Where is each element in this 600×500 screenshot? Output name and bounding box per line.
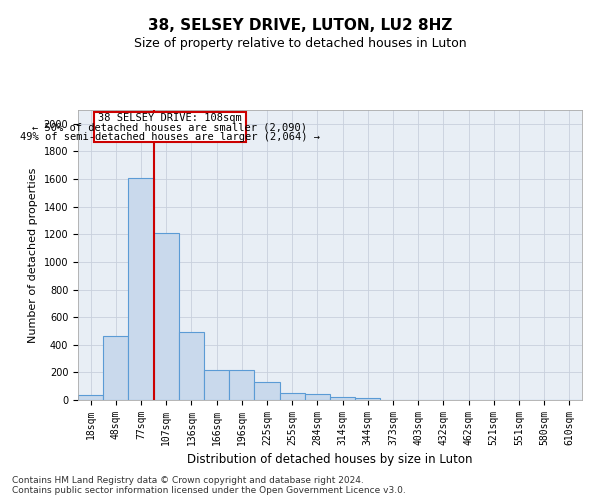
Text: Size of property relative to detached houses in Luton: Size of property relative to detached ho…: [134, 38, 466, 51]
Text: 49% of semi-detached houses are larger (2,064) →: 49% of semi-detached houses are larger (…: [20, 132, 320, 142]
Bar: [330, 396, 355, 400]
Bar: [154, 233, 179, 400]
Bar: [229, 370, 254, 400]
Bar: [355, 398, 380, 400]
Y-axis label: Number of detached properties: Number of detached properties: [28, 168, 38, 342]
Bar: [280, 393, 305, 400]
Bar: [204, 370, 229, 400]
Bar: [179, 332, 204, 400]
Text: Contains HM Land Registry data © Crown copyright and database right 2024.
Contai: Contains HM Land Registry data © Crown c…: [12, 476, 406, 495]
Text: 38, SELSEY DRIVE, LUTON, LU2 8HZ: 38, SELSEY DRIVE, LUTON, LU2 8HZ: [148, 18, 452, 32]
Bar: [128, 178, 154, 400]
Text: 38 SELSEY DRIVE: 108sqm: 38 SELSEY DRIVE: 108sqm: [98, 113, 242, 123]
Bar: [305, 394, 330, 400]
Text: ← 50% of detached houses are smaller (2,090): ← 50% of detached houses are smaller (2,…: [32, 122, 307, 132]
X-axis label: Distribution of detached houses by size in Luton: Distribution of detached houses by size …: [187, 454, 473, 466]
Bar: [103, 336, 128, 400]
Bar: [254, 382, 280, 400]
Bar: [78, 395, 103, 400]
Bar: [94, 112, 245, 142]
